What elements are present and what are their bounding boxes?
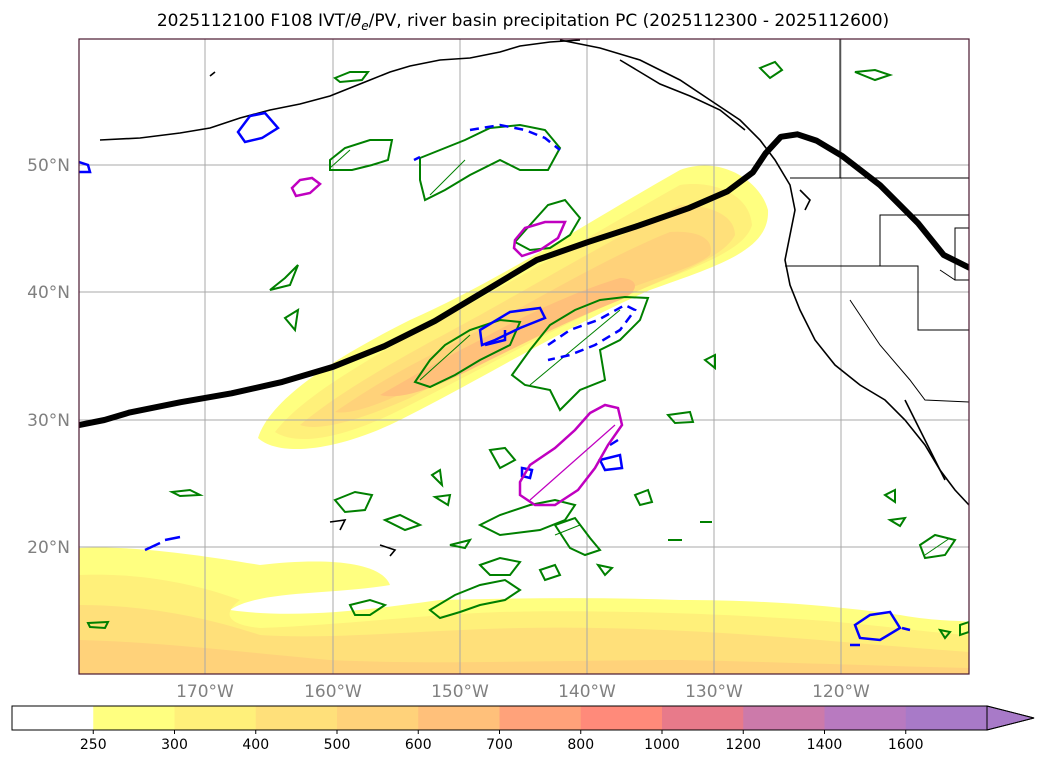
colorbar-tick-label: 600	[405, 737, 432, 753]
colorbar: 250 300 400 500 600 700 800 1000 1200 1400 1600	[11, 705, 1035, 753]
colorbar-cell	[905, 706, 988, 730]
colorbar-cell	[824, 706, 907, 730]
colorbar-cell	[743, 706, 825, 730]
colorbar-tick-label: 800	[567, 737, 594, 753]
colorbar-tick-label: 1200	[725, 737, 761, 753]
colorbar-tick-label: 400	[242, 737, 269, 753]
lat-tick-label: 50°N	[27, 156, 70, 176]
colorbar-ticks: 250 300 400 500 600 700 800 1000 1200 1400 1600	[80, 730, 924, 753]
chart-title: 2025112100 F108 IVT/θe/PV, river basin p…	[157, 11, 889, 33]
longitude-tick-labels: 170°W 160°W 150°W 140°W 130°W 120°W	[176, 682, 870, 702]
colorbar-cell	[580, 706, 663, 730]
lon-tick-label: 140°W	[558, 682, 616, 702]
colorbar-tick-label: 300	[161, 737, 188, 753]
lon-tick-label: 150°W	[431, 682, 489, 702]
pv-contours-magenta	[290, 176, 624, 507]
colorbar-outline	[11, 705, 1035, 731]
pv-contours-green	[86, 60, 969, 640]
lat-tick-label: 30°N	[27, 411, 70, 431]
lon-tick-label: 120°W	[812, 682, 870, 702]
colorbar-cell	[93, 706, 175, 730]
colorbar-cell	[662, 706, 744, 730]
map-frame	[78, 38, 970, 675]
colorbar-tick-label: 1400	[807, 737, 843, 753]
colorbar-cells	[12, 706, 988, 730]
colorbar-tick-label: 1000	[644, 737, 680, 753]
colorbar-cell	[255, 706, 338, 730]
colorbar-cell	[499, 706, 582, 730]
colorbar-extend-arrow	[986, 705, 1035, 731]
colorbar-cell	[418, 706, 500, 730]
theta-e-contour	[79, 131, 969, 429]
coastlines	[99, 39, 969, 557]
colorbar-tick-label: 700	[486, 737, 513, 753]
lat-tick-label: 20°N	[27, 538, 70, 558]
lon-tick-label: 130°W	[685, 682, 743, 702]
lon-tick-label: 160°W	[304, 682, 362, 702]
pv-contours-blue	[79, 111, 911, 647]
political-borders	[785, 39, 969, 403]
map-plot	[79, 39, 969, 674]
colorbar-tick-label: 250	[80, 737, 107, 753]
colorbar-cell	[174, 706, 257, 730]
lat-tick-label: 40°N	[27, 283, 70, 303]
latitude-tick-labels: 20°N 30°N 40°N 50°N	[27, 156, 70, 558]
colorbar-cell	[12, 706, 94, 730]
colorbar-cell	[337, 706, 419, 730]
lon-tick-label: 170°W	[176, 682, 234, 702]
colorbar-tick-label: 1600	[888, 737, 924, 753]
theta-subscript: e	[361, 19, 368, 33]
theta-symbol: θ	[351, 11, 362, 31]
ivt-southern-band	[79, 547, 969, 674]
colorbar-tick-label: 500	[324, 737, 351, 753]
